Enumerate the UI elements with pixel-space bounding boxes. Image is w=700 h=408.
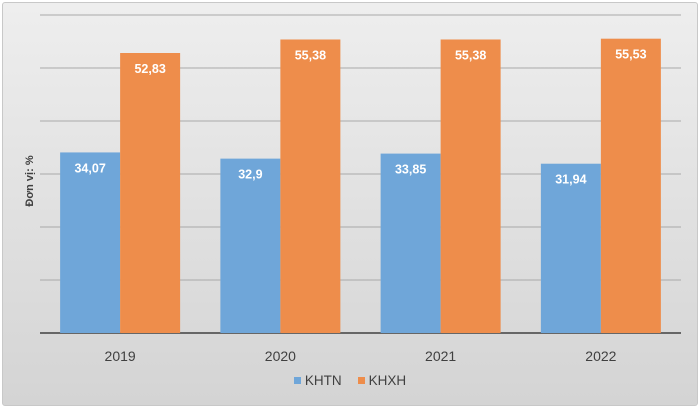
data-label: 31,94 (555, 173, 586, 187)
bar-chart: 34,0752,8332,955,3833,8555,3831,9455,53 … (24, 14, 681, 364)
y-axis-title: Đơn vị: % (24, 155, 36, 206)
bar-khtn-2019 (60, 152, 121, 333)
x-tick-labels: 2019 2020 2021 2022 (105, 348, 617, 364)
bar-khxh-2021 (440, 39, 501, 334)
legend-label: KHXH (368, 373, 407, 388)
legend-label: KHTN (304, 373, 342, 388)
data-labels: 34,07 52,83 32,9 55,38 33,85 55,38 31,94 55,53 (74, 48, 646, 187)
data-label: 55,38 (295, 48, 326, 62)
legend: KHTN KHXH (3, 373, 697, 388)
legend-item-khtn: KHTN (293, 373, 342, 388)
x-tick-label: 2019 (105, 348, 136, 364)
legend-item-khxh: KHXH (357, 373, 407, 388)
bar-khxh-2019 (120, 53, 181, 333)
bars (60, 38, 661, 334)
bar-khtn-2020 (220, 158, 281, 333)
bar-khtn-2021 (380, 153, 441, 333)
x-tick-label: 2021 (425, 348, 456, 364)
data-label: 34,07 (74, 161, 105, 175)
data-label: 33,85 (395, 163, 426, 177)
data-label: 55,38 (455, 48, 486, 62)
x-tick-label: 2022 (585, 348, 616, 364)
legend-swatch (357, 377, 365, 384)
data-label: 52,83 (134, 62, 165, 76)
legend-swatch (293, 377, 301, 384)
bar-khtn-2022 (540, 163, 601, 333)
bar-khxh-2020 (280, 39, 341, 334)
x-tick-label: 2020 (265, 348, 296, 364)
data-label: 55,53 (615, 48, 646, 62)
bar-khxh-2022 (600, 38, 661, 333)
data-label: 32,9 (238, 168, 262, 182)
